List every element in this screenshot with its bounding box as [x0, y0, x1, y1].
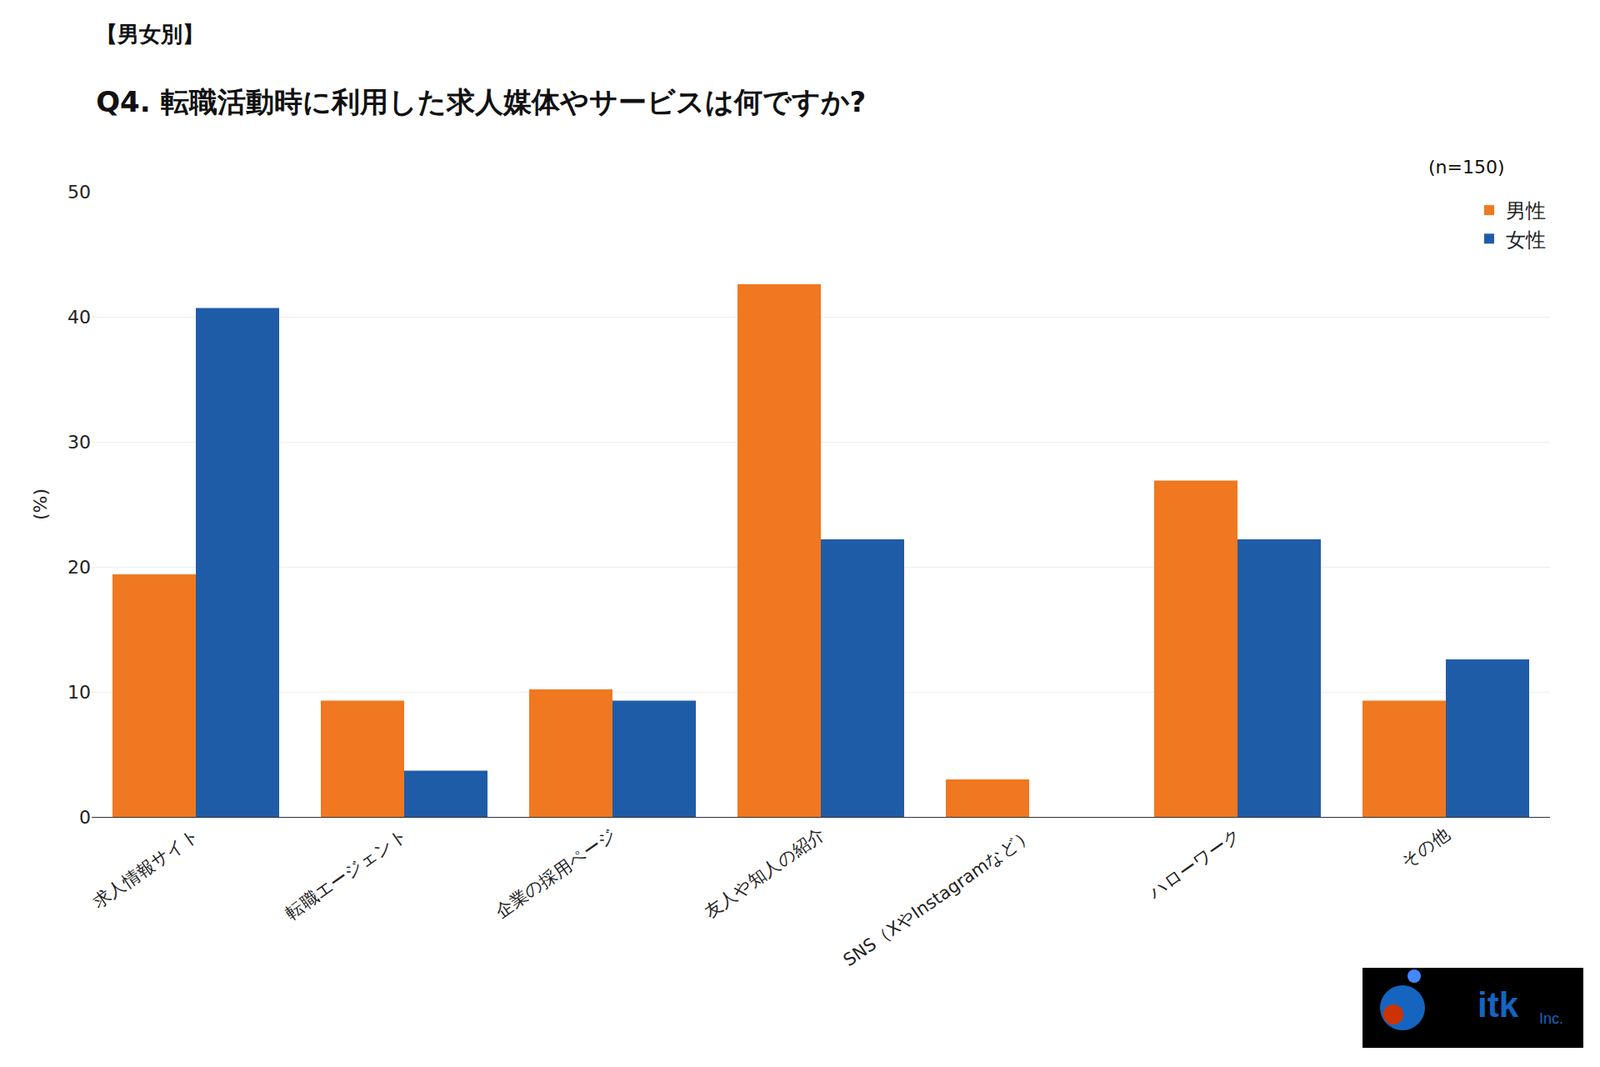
svg-text:女性: 女性 [1505, 228, 1546, 252]
svg-text:その他: その他 [1397, 824, 1454, 872]
svg-text:友人や知人の紹介: 友人や知人の紹介 [700, 824, 829, 922]
svg-text:20: 20 [67, 556, 91, 578]
svg-text:0: 0 [79, 806, 91, 828]
svg-text:40: 40 [67, 306, 91, 328]
svg-text:Q4. 転職活動時に利用した求人媒体やサービスは何ですか?: Q4. 転職活動時に利用した求人媒体やサービスは何ですか? [95, 85, 866, 119]
html-text:Inc.: Inc. [1539, 1010, 1564, 1027]
svg-text:企業の採用ページ: 企業の採用ページ [491, 824, 620, 923]
svg-text:男性: 男性 [1505, 199, 1546, 223]
svg-text:10: 10 [67, 681, 91, 703]
svg-text:(%): (%) [30, 488, 51, 520]
html-text:itk: itk [1477, 984, 1519, 1024]
svg-text:50: 50 [67, 181, 91, 203]
svg-text:SNS（XやInstagramなど）: SNS（XやInstagramなど） [840, 824, 1037, 970]
svg-text:(n=150): (n=150) [1428, 156, 1505, 178]
svg-text:求人情報サイト: 求人情報サイト [89, 824, 204, 913]
svg-text:転職エージェント: 転職エージェント [281, 824, 411, 924]
svg-text:【男女別】: 【男女別】 [95, 21, 205, 47]
svg-text:ハローワーク: ハローワーク [1144, 824, 1245, 904]
svg-text:30: 30 [67, 431, 91, 453]
